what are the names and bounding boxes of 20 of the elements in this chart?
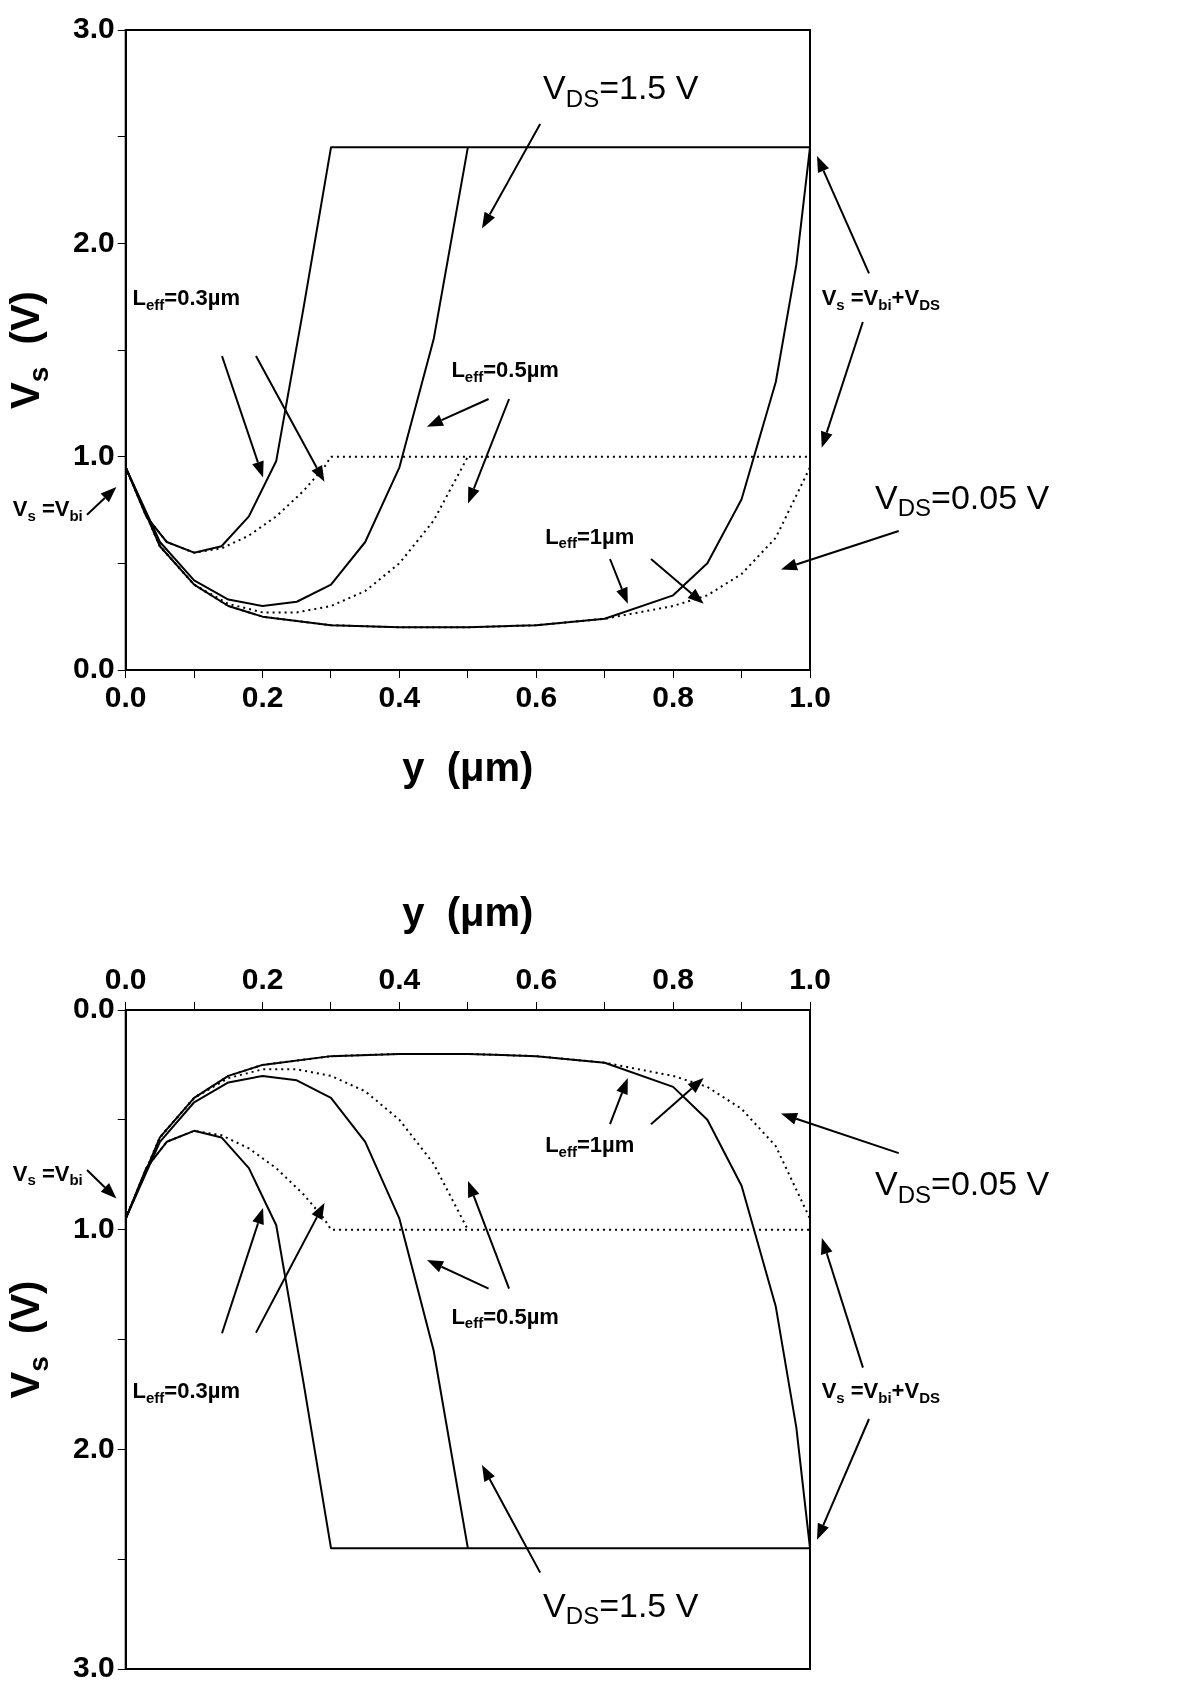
y-tick-label: 2.0 (72, 1430, 115, 1464)
x-axis-title: y (μm) (402, 745, 534, 790)
y-tick-label: 2.0 (72, 224, 115, 258)
x-tick-label: 1.0 (789, 962, 831, 996)
y-axis-title: Vs (V) (3, 1280, 54, 1399)
x-tick-label: 0.4 (378, 680, 421, 714)
x-tick-label: 1.0 (789, 680, 831, 714)
y-tick-label: 1.0 (72, 437, 115, 471)
x-tick-label: 0.8 (652, 962, 694, 996)
x-tick-label: 0.6 (515, 680, 558, 714)
x-tick-label: 0.2 (241, 680, 284, 714)
y-tick-label: 3.0 (72, 1650, 115, 1684)
y-tick-label: 1.0 (72, 1210, 115, 1244)
x-tick-label: 0.4 (378, 962, 421, 996)
x-tick-label: 0.6 (515, 962, 558, 996)
x-axis-title: y (μm) (402, 890, 534, 935)
x-tick-label: 0.8 (652, 680, 694, 714)
y-axis-title: Vs (V) (3, 291, 54, 409)
x-tick-label: 0.2 (241, 962, 284, 996)
y-tick-label: 3.0 (72, 11, 115, 45)
